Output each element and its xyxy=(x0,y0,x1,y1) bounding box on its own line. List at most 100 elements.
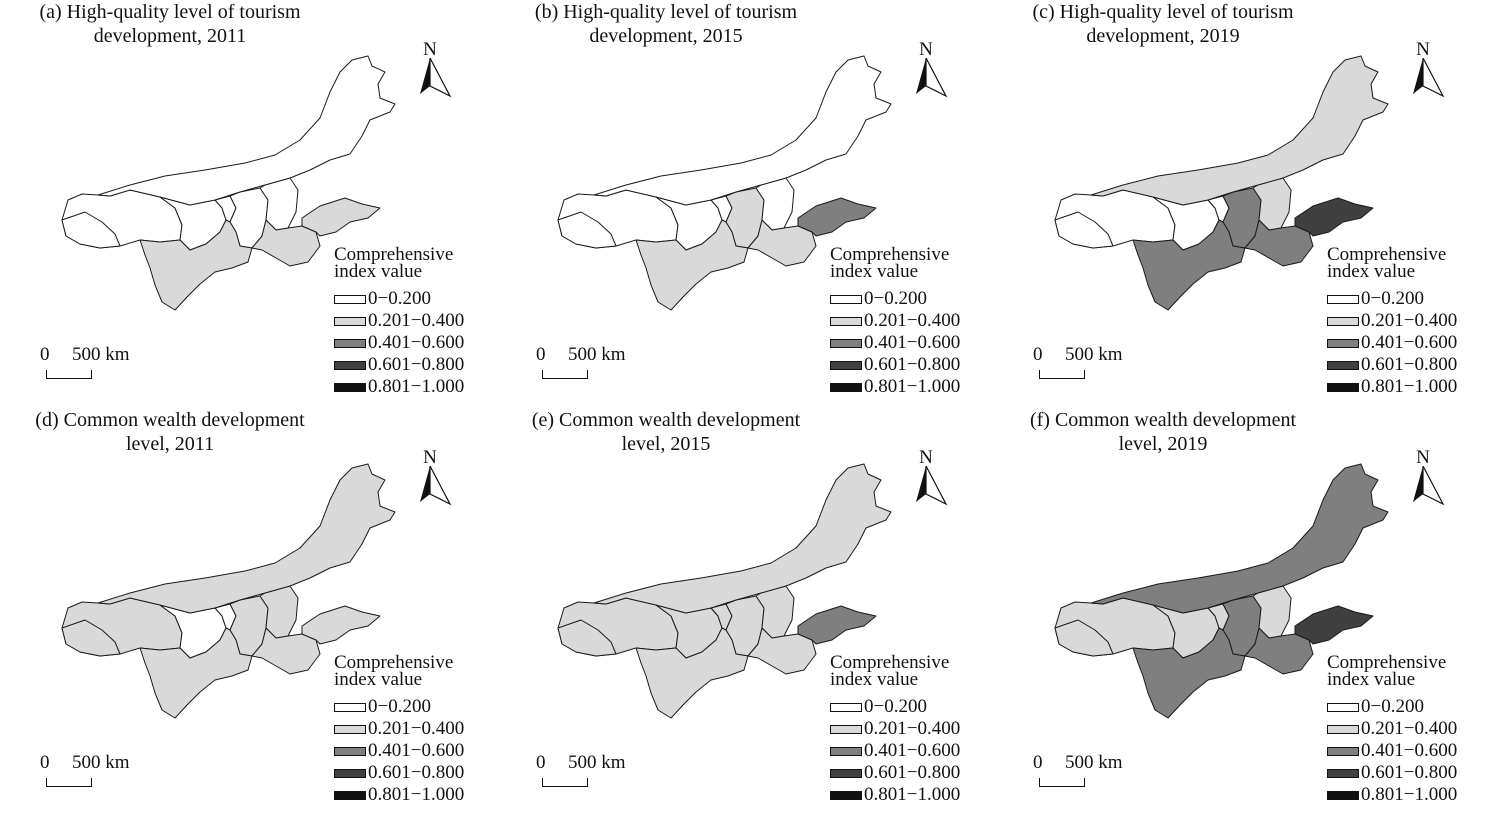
legend-label: 0.201−0.400 xyxy=(1361,310,1458,331)
legend-item: 0.201−0.400 xyxy=(1327,718,1487,740)
legend-title-line1: Comprehensive xyxy=(334,244,454,265)
scale-bar: 0 500 km xyxy=(40,344,170,384)
north-arrow-glyph-icon xyxy=(916,58,948,98)
north-arrow-glyph-icon xyxy=(1413,58,1445,98)
legend-title: Comprehensive index value xyxy=(1327,652,1487,690)
legend: Comprehensive index value 0−0.200 0.201−0.4… xyxy=(334,244,494,398)
map-panel-e: (e) Common wealth development level, 201… xyxy=(496,408,992,816)
region-shandong xyxy=(301,197,381,237)
north-arrow-label: N xyxy=(919,447,933,468)
panel-title-line2: level, 2011 xyxy=(125,433,215,455)
scale-bar: 0 500 km xyxy=(1033,344,1163,384)
region-sichuan xyxy=(1132,627,1246,719)
region-shandong xyxy=(1294,197,1374,237)
legend-item: 0.801−1.000 xyxy=(1327,784,1487,806)
legend: Comprehensive index value 0−0.200 0.201−0.4… xyxy=(830,244,990,398)
region-tibet-ne xyxy=(1054,211,1114,249)
region-shandong xyxy=(797,197,877,237)
legend-item: 0.801−1.000 xyxy=(334,784,494,806)
legend-swatch xyxy=(334,382,366,392)
legend-label: 0.201−0.400 xyxy=(1361,718,1458,739)
region-tibet-ne xyxy=(61,619,121,657)
legend-title-line1: Comprehensive xyxy=(830,244,950,265)
legend-swatch xyxy=(1327,768,1359,778)
legend-label: 0−0.200 xyxy=(368,288,431,309)
region-map xyxy=(61,55,396,311)
legend-label: 0.401−0.600 xyxy=(1361,332,1458,353)
north-arrow-glyph-icon xyxy=(1413,466,1445,506)
north-arrow-label: N xyxy=(1416,447,1430,468)
legend-label: 0.801−1.000 xyxy=(368,376,465,397)
legend-item: 0−0.200 xyxy=(830,288,990,310)
legend-label: 0.401−0.600 xyxy=(368,740,465,761)
legend-item: 0.201−0.400 xyxy=(830,718,990,740)
legend-label: 0.601−0.800 xyxy=(864,762,961,783)
north-arrow-icon: N xyxy=(1413,448,1453,506)
scale-distance-label: 500 km xyxy=(72,752,130,773)
panel-title: (c) High-quality level of tourism develo… xyxy=(993,0,1333,48)
legend-swatch xyxy=(830,724,862,734)
legend-item: 0.401−0.600 xyxy=(334,332,494,354)
legend-label: 0.801−1.000 xyxy=(1361,376,1458,397)
north-arrow-glyph-icon xyxy=(916,466,948,506)
legend-swatch xyxy=(1327,724,1359,734)
scale-bar: 0 500 km xyxy=(40,752,170,792)
north-arrow-icon: N xyxy=(916,40,956,98)
legend-item: 0−0.200 xyxy=(830,696,990,718)
legend-swatch xyxy=(334,316,366,326)
north-arrow-glyph-icon xyxy=(420,58,452,98)
legend-label: 0.401−0.600 xyxy=(1361,740,1458,761)
legend-label: 0.801−1.000 xyxy=(368,784,465,805)
region-map xyxy=(557,463,892,719)
scale-bar-line xyxy=(1039,778,1085,787)
scale-distance-label: 500 km xyxy=(568,344,626,365)
panel-title-line2: development, 2019 xyxy=(1086,25,1240,47)
legend-swatch xyxy=(830,746,862,756)
legend-swatch xyxy=(1327,338,1359,348)
legend-item: 0.601−0.800 xyxy=(1327,762,1487,784)
legend-swatch xyxy=(1327,702,1359,712)
legend: Comprehensive index value 0−0.200 0.201−0.4… xyxy=(1327,652,1487,806)
legend-item: 0.401−0.600 xyxy=(1327,740,1487,762)
legend-label: 0.201−0.400 xyxy=(368,310,465,331)
map-panel-b: (b) High-quality level of tourism develo… xyxy=(496,0,992,408)
legend-title: Comprehensive index value xyxy=(1327,245,1487,281)
legend-title-line2: index value xyxy=(830,261,919,282)
legend-label: 0.601−0.800 xyxy=(368,762,465,783)
scale-distance-label: 500 km xyxy=(1065,344,1123,365)
legend-item: 0.801−1.000 xyxy=(830,376,990,398)
legend-item: 0.801−1.000 xyxy=(830,784,990,806)
legend-label: 0−0.200 xyxy=(864,288,927,309)
legend-label: 0.601−0.800 xyxy=(368,354,465,375)
legend-title: Comprehensive index value xyxy=(830,653,990,689)
scale-bar: 0 500 km xyxy=(1033,752,1163,792)
legend-swatch xyxy=(1327,790,1359,800)
legend-swatch xyxy=(830,294,862,304)
region-tibet-ne xyxy=(557,211,617,249)
legend-label: 0.601−0.800 xyxy=(1361,762,1458,783)
legend-item: 0−0.200 xyxy=(1327,696,1487,718)
legend-label: 0.401−0.600 xyxy=(368,332,465,353)
scale-bar-line xyxy=(46,370,92,379)
region-inner-mongolia xyxy=(1090,55,1389,206)
legend-title-line1: Comprehensive xyxy=(1327,652,1447,673)
legend-items: 0−0.200 0.201−0.400 0.401−0.600 0.601−0.800… xyxy=(334,696,494,806)
legend-items: 0−0.200 0.201−0.400 0.401−0.600 0.601−0.800… xyxy=(830,696,990,806)
panel-title: (b) High-quality level of tourism develo… xyxy=(496,0,836,48)
legend-item: 0.601−0.800 xyxy=(334,762,494,784)
legend-label: 0.601−0.800 xyxy=(864,354,961,375)
scale-bar-line xyxy=(1039,370,1085,379)
legend-item: 0−0.200 xyxy=(334,696,494,718)
legend-swatch xyxy=(1327,360,1359,370)
legend-title-line2: index value xyxy=(1327,669,1416,690)
region-shandong xyxy=(1294,605,1374,645)
region-map xyxy=(1054,463,1389,719)
legend-title-line1: Comprehensive xyxy=(334,652,454,673)
legend-label: 0.201−0.400 xyxy=(368,718,465,739)
legend-swatch xyxy=(334,790,366,800)
legend-swatch xyxy=(334,724,366,734)
legend: Comprehensive index value 0−0.200 0.201−0.4… xyxy=(1327,245,1487,398)
region-sichuan xyxy=(139,627,253,719)
legend-label: 0.401−0.600 xyxy=(864,332,961,353)
legend-item: 0.201−0.400 xyxy=(334,718,494,740)
